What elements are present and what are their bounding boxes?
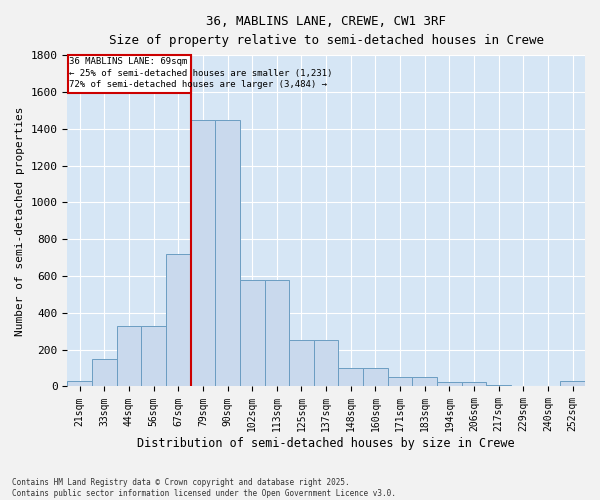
Bar [141, 326, 166, 386]
Text: 72% of semi-detached houses are larger (3,484) →: 72% of semi-detached houses are larger (… [69, 80, 327, 89]
FancyBboxPatch shape [68, 55, 191, 93]
Bar [215, 120, 240, 386]
Bar [289, 340, 314, 386]
Bar [166, 254, 191, 386]
Bar [363, 368, 388, 386]
Text: Contains HM Land Registry data © Crown copyright and database right 2025.
Contai: Contains HM Land Registry data © Crown c… [12, 478, 396, 498]
Bar [462, 382, 487, 386]
Bar [314, 340, 338, 386]
Bar [67, 382, 92, 386]
Bar [191, 120, 215, 386]
Y-axis label: Number of semi-detached properties: Number of semi-detached properties [15, 106, 25, 336]
Text: 36 MABLINS LANE: 69sqm: 36 MABLINS LANE: 69sqm [69, 58, 187, 66]
Title: 36, MABLINS LANE, CREWE, CW1 3RF
Size of property relative to semi-detached hous: 36, MABLINS LANE, CREWE, CW1 3RF Size of… [109, 15, 544, 47]
Bar [92, 359, 116, 386]
Bar [388, 378, 412, 386]
Bar [338, 368, 363, 386]
Bar [265, 280, 289, 386]
Bar [116, 326, 141, 386]
Bar [240, 280, 265, 386]
Text: ← 25% of semi-detached houses are smaller (1,231): ← 25% of semi-detached houses are smalle… [69, 68, 332, 78]
Bar [437, 382, 462, 386]
Bar [560, 382, 585, 386]
Bar [412, 378, 437, 386]
X-axis label: Distribution of semi-detached houses by size in Crewe: Distribution of semi-detached houses by … [137, 437, 515, 450]
Bar [487, 384, 511, 386]
